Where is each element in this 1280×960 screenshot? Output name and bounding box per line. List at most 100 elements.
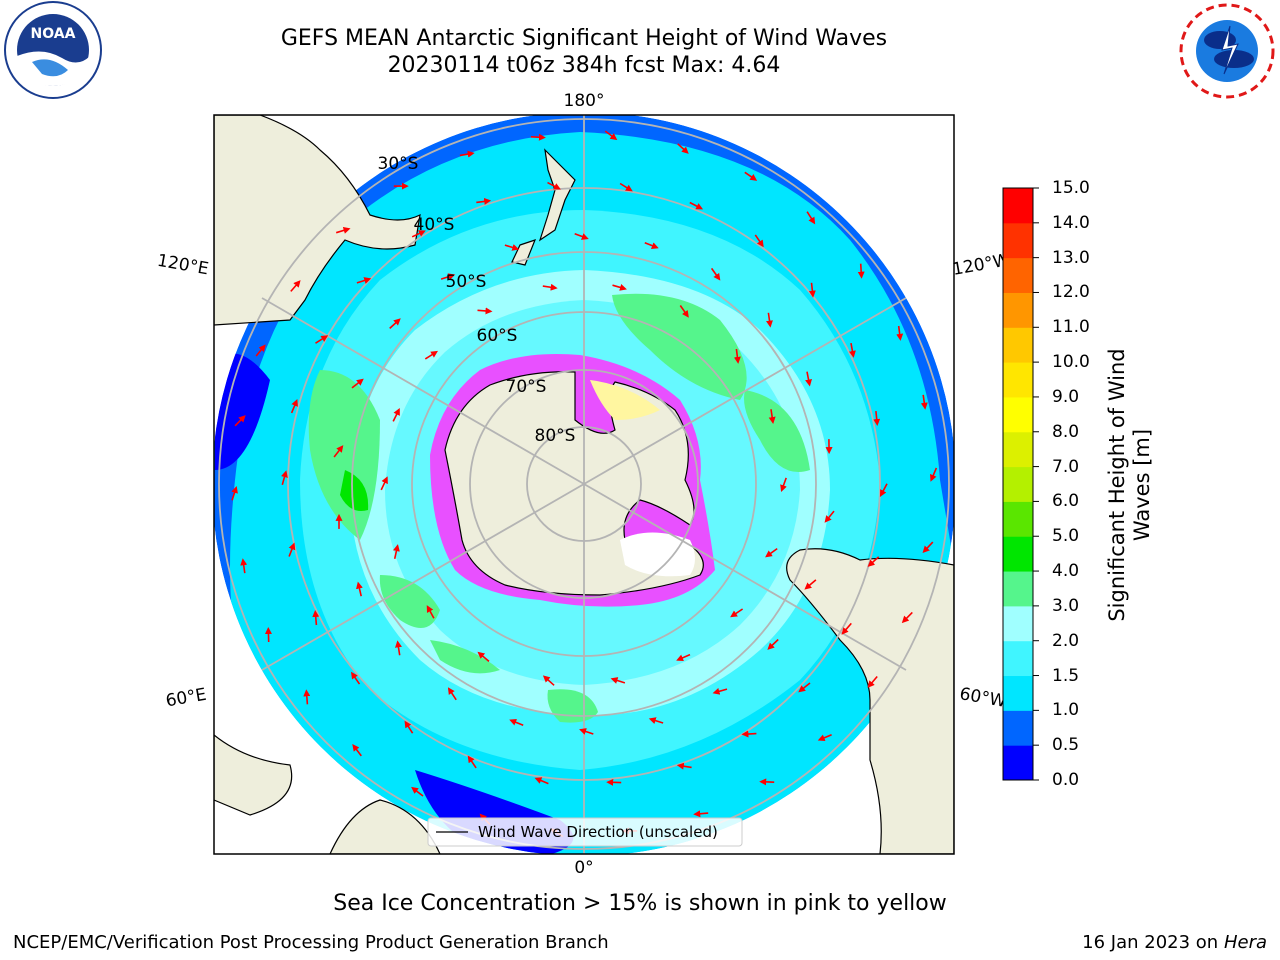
wave-direction-arrow [477,307,493,315]
wave-direction-arrow [281,470,288,486]
wave-direction-arrow [404,720,414,734]
legend-label: Wind Wave Direction (unscaled) [478,823,718,841]
colorbar-frame [1002,187,1034,781]
wave-direction-arrow [879,483,888,497]
wave-direction-arrows [231,130,938,838]
wave-direction-arrow [234,415,246,427]
wave-direction-arrow [824,510,835,523]
colorbar-bin [1003,640,1033,677]
wave-direction-arrow [604,130,618,141]
wave-direction-arrow [312,610,320,626]
nws-logo [1179,3,1275,99]
colorbar-bin [1003,257,1033,293]
wave-direction-arrow [459,150,475,158]
wave-direction-arrow [817,734,832,742]
lon-label-right-upper: 120°W [951,250,1012,280]
wave-direction-arrow [290,399,298,414]
wave-direction-arrow [356,277,372,284]
wave-direction-arrow [424,350,438,360]
lon-label-left-lower: 60°E [164,685,208,712]
colorbar-tick-label: 1.0 [1052,700,1080,721]
wave-direction-arrow [804,579,817,590]
wave-direction-arrow [712,687,728,695]
wave-direction-arrow [873,411,881,426]
wave-direction-arrow [808,282,816,298]
wave-direction-arrow [534,777,549,785]
wave-direction-arrow [867,675,878,688]
wave-direction-arrow [741,730,757,738]
wave-direction-arrow [677,143,689,154]
lat-label-40s: 40°S [414,215,455,235]
wave-direction-arrow [768,409,776,424]
sea-ice-note: Sea Ice Concentration > 15% is shown in … [333,891,947,916]
footer-date: 16 Jan 2023 on Hera [1082,932,1267,953]
colorbar-bin [1003,362,1033,398]
colorbar-bin [1003,188,1033,224]
colorbar-bin [1003,710,1033,746]
colorbar-bin [1003,431,1033,468]
wave-direction-arrow [504,244,520,251]
wave-direction-arrow [730,608,744,618]
wave-direction-arrow [315,335,329,344]
map-legend: Wind Wave Direction (unscaled) [427,817,743,847]
wave-direction-arrow [759,778,775,786]
wave-direction-arrow [610,677,626,684]
colorbar-tick-label: 12.0 [1052,282,1090,303]
wave-direction-arrow [447,687,457,701]
wave-direction-arrow [619,182,633,192]
wave-direction-arrow [350,671,361,685]
lat-label-30s: 30°S [378,154,419,174]
footer-host: Hera [1223,932,1267,953]
wave-direction-arrow [389,318,401,329]
colorbar-tick-label: 8.0 [1052,421,1080,442]
wave-direction-arrow [290,280,301,292]
noaa-logo-text: NOAA [31,26,76,42]
wave-direction-arrow [333,445,344,458]
colorbar-tick-label: 13.0 [1052,247,1090,268]
colorbar-tick-label: 14.0 [1052,212,1090,233]
wave-direction-arrow [509,718,524,726]
wave-direction-arrow [380,476,388,491]
wave-direction-arrow [841,622,852,635]
wave-direction-arrow [744,171,758,181]
wave-direction-arrow [805,371,812,387]
wave-direction-arrow [612,284,627,291]
wave-direction-arrow [693,810,709,818]
wave-direction-arrow [352,744,362,757]
lat-label-80s: 80°S [535,426,576,446]
wave-direction-arrow [901,611,913,624]
wave-direction-arrow [392,408,400,422]
footer-credit: NCEP/EMC/Verification Post Processing Pr… [13,932,609,953]
wave-direction-arrow [754,234,764,248]
colorbar-bin [1003,675,1033,711]
lon-label-right-lower: 60°W [958,684,1008,712]
wave-direction-arrow [547,181,561,190]
wave-direction-arrow [351,378,364,389]
wave-direction-arrow [676,762,692,770]
colorbar-tick-label: 0.5 [1052,735,1080,756]
wave-direction-arrow [798,682,811,693]
wave-direction-arrow [231,485,238,501]
wave-direction-arrow [530,133,546,141]
lat-label-50s: 50°S [446,272,487,292]
wave-direction-arrow [644,242,659,249]
wave-direction-arrow [303,689,311,705]
colorbar-bin [1003,501,1033,537]
wave-direction-arrow [710,267,721,281]
colorbar-tick-label: 9.0 [1052,386,1080,407]
colorbar-bin [1003,327,1033,363]
colorbar-bin [1003,571,1033,607]
wave-direction-arrow [335,227,351,234]
colorbar-tick-label: 2.0 [1052,630,1080,651]
wave-direction-arrow [922,541,934,554]
colorbar-tick-label: 15.0 [1052,178,1090,198]
wave-direction-arrow [288,542,296,557]
graticule [218,115,950,854]
wave-direction-arrow [467,755,477,769]
wave-direction-arrow [426,605,435,619]
wave-direction-arrow [766,312,773,328]
colorbar-tick-label: 10.0 [1052,352,1090,373]
wave-direction-arrow [477,651,490,663]
wave-direction-arrow [896,325,904,341]
wave-direction-arrow [393,544,400,559]
